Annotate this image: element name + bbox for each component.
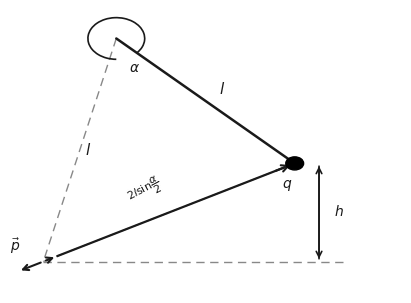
Text: l: l (219, 82, 224, 97)
Text: q: q (282, 177, 291, 191)
Text: α: α (130, 61, 139, 75)
Text: $2l\sin\!\dfrac{\alpha}{2}$: $2l\sin\!\dfrac{\alpha}{2}$ (124, 174, 165, 209)
Text: h: h (335, 205, 344, 219)
Text: $\vec{p}$: $\vec{p}$ (10, 237, 20, 257)
Text: l: l (86, 142, 90, 158)
Circle shape (286, 157, 304, 170)
